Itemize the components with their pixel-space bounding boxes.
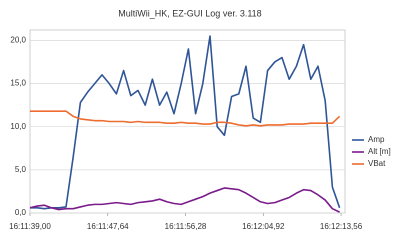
legend-label: VBat [368,159,386,168]
y-tick-label: 0,0 [15,208,27,217]
y-tick-label: 20,0 [10,35,26,44]
y-tick-label: 10,0 [10,122,26,131]
x-tick-label: 16:11:39,00 [9,222,51,231]
y-tick-label: 15,0 [10,79,26,88]
y-tick-label: 5,0 [15,165,27,174]
series-line [29,187,340,213]
x-tick-label: 16:12:13,56 [320,222,363,231]
x-tick-label: 16:11:47,64 [87,222,129,231]
series-line [30,110,341,127]
series-line [30,35,341,210]
x-tick-label: 16:12:04,92 [242,222,285,231]
legend-label: Alt [m] [368,147,391,156]
chart-title: MultiWii_HK, EZ-GUI Log ver. 3.118 [118,8,261,18]
legend-label: Amp [368,135,385,144]
x-tick-label: 16:11:56,28 [165,222,207,231]
